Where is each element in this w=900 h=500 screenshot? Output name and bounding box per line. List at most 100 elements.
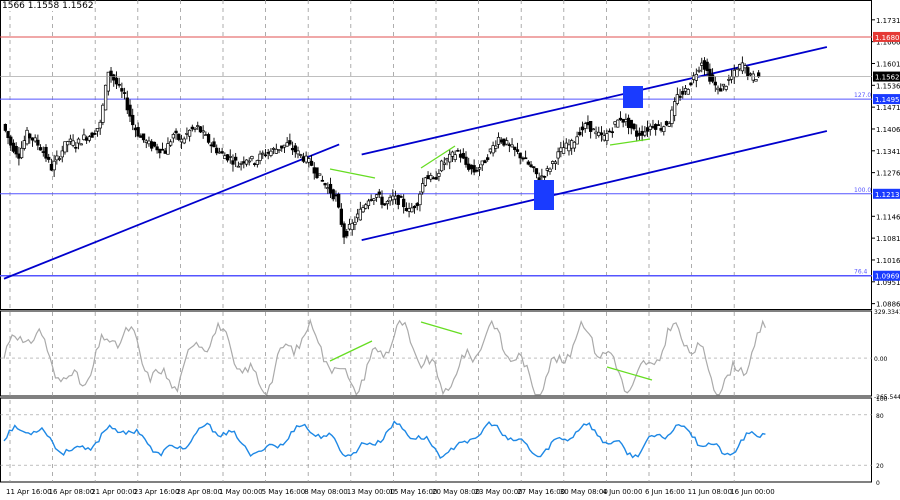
candle-body [629,119,633,129]
candle-body [572,141,577,149]
candle-body [423,177,428,186]
candle-body [461,152,465,159]
candle-body [76,138,81,144]
price-tick-label: 1.1406 [876,126,900,134]
candle-body [125,97,129,111]
candle-body [700,62,704,66]
candle-body [30,137,35,141]
candle-body [545,168,549,171]
divergence-line [609,138,651,146]
candle-body [475,169,479,172]
candle-body [456,149,460,152]
candle-body [71,140,75,146]
candle-body [551,161,555,164]
time-tick-label: 4 Jun 00:00 [602,488,642,496]
candle-body [6,131,10,139]
time-tick-label: 16 Apr 08:00 [49,488,95,496]
price-badge [873,94,900,105]
candle-body [112,74,116,81]
candle-body [510,144,514,148]
candle-body [564,142,568,149]
candle-body [540,175,544,178]
candle-body [293,145,297,153]
price-badge-label: 1.1495 [875,96,900,104]
candle-body [331,189,335,200]
candle-body [464,156,468,165]
candle-body [228,156,232,158]
candle-body [106,71,110,92]
candle-body [681,91,685,95]
candle-body [656,124,661,126]
candle-body [610,131,614,134]
candle-body [355,213,360,219]
candle-body [326,187,330,190]
candle-body [364,204,368,209]
candle-body [499,139,503,143]
candle-body [702,60,707,70]
candle-body [651,126,655,128]
candle-body [280,145,284,149]
candle-body [204,134,208,137]
candle-body [52,160,56,171]
candle-body [743,65,747,69]
candle-body [131,114,135,126]
candle-body [640,130,644,136]
candle-body [556,151,560,159]
candle-body [553,161,558,164]
candle-body [643,131,647,136]
time-tick-label: 16 Jun 00:00 [730,488,774,496]
candle-body [453,154,457,160]
candle-body [502,138,506,146]
candle-body [350,222,354,231]
candle-body [719,88,723,92]
candle-body [296,150,300,155]
candle-body [158,148,162,154]
candle-body [182,138,186,144]
trend-line-old-uptrend [3,143,340,280]
candle-body [196,125,200,127]
rsi-tick-label: 0 [876,480,880,487]
candle-body [304,155,308,163]
candle-body [396,194,400,205]
time-tick-label: 6 Jun 16:00 [645,488,685,496]
rsi-tick-label: 80 [876,413,884,420]
candle-body [599,132,604,135]
candle-body [445,158,449,161]
candle-body [190,126,194,130]
candle-body [36,139,40,146]
candle-body [402,198,406,208]
candle-body [136,127,140,137]
candle-body [250,156,254,160]
candle-body [521,157,525,160]
candle-body [193,127,197,130]
candle-body [369,199,373,201]
price-badge-label: 1.1562 [875,74,900,82]
candle-body [748,73,753,76]
candle-body [17,153,21,159]
candle-body [710,74,715,82]
candle-body [526,161,530,165]
price-tick-label: 1.1146 [876,213,900,221]
candle-body [79,143,83,146]
candle-body [664,121,669,126]
candle-body [597,131,601,136]
fib-label: 127.0 [854,92,871,99]
candle-body [247,160,251,163]
rsi-line [3,420,766,459]
candle-body [399,196,403,198]
candle-body [561,147,566,154]
candle-body [667,123,671,127]
candle-body [63,141,67,153]
candle-body [266,152,270,154]
candle-body [458,153,463,158]
candle-body [472,165,476,173]
time-tick-label: 8 May 08:00 [304,488,348,496]
candle-body [559,147,563,152]
candle-body [93,132,97,135]
candle-body [591,128,596,131]
divergence-line [329,168,376,179]
trend-line-channel-lower [361,130,828,242]
time-tick-label: 11 Apr 16:00 [6,488,52,496]
candle-body [147,140,151,145]
